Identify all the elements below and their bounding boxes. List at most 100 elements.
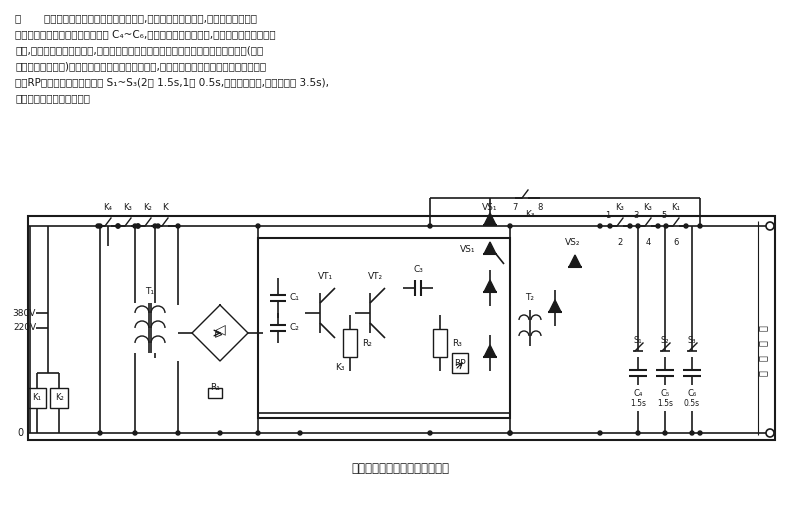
Circle shape: [636, 431, 640, 435]
Text: 0.5s: 0.5s: [684, 399, 700, 408]
Text: 8: 8: [537, 203, 543, 212]
Circle shape: [664, 224, 668, 228]
Text: K₁: K₁: [672, 203, 681, 212]
Circle shape: [176, 431, 180, 435]
Text: VS₁: VS₁: [482, 203, 498, 212]
Text: T₂: T₂: [526, 293, 535, 302]
Circle shape: [96, 224, 100, 228]
Text: 5: 5: [662, 211, 666, 220]
Text: K₄: K₄: [104, 203, 113, 212]
Circle shape: [663, 431, 667, 435]
Text: VT₁: VT₁: [318, 272, 333, 281]
Text: C₅: C₅: [661, 389, 670, 398]
Text: K₁: K₁: [33, 393, 41, 402]
Text: C₃: C₃: [413, 265, 423, 274]
Text: 2: 2: [618, 238, 622, 247]
Text: 失: 失: [758, 325, 768, 331]
Circle shape: [766, 222, 774, 230]
Polygon shape: [484, 213, 496, 225]
Bar: [452, 353, 468, 373]
Text: RP: RP: [454, 359, 466, 367]
Circle shape: [766, 429, 774, 437]
Text: K₃: K₃: [615, 203, 624, 212]
Circle shape: [176, 224, 180, 228]
Polygon shape: [549, 300, 561, 312]
Text: 在直流低电压保持回路中并入电容 C₄~C₆,并充电待命。一旦失压,电容立即向断路器线圈: 在直流低电压保持回路中并入电容 C₄~C₆,并充电待命。一旦失压,电容立即向断路…: [15, 29, 275, 39]
Bar: [258, 238, 510, 418]
Circle shape: [608, 224, 612, 228]
Text: 线: 线: [758, 355, 768, 361]
Text: 流吸持电压的高低)、电容量大小都能影响放电时间,为此电路中设有使直流低电压可调的电: 流吸持电压的高低)、电容量大小都能影响放电时间,为此电路中设有使直流低电压可调的…: [15, 61, 266, 71]
Circle shape: [133, 431, 137, 435]
Text: 1.5s: 1.5s: [657, 399, 673, 408]
Text: 0: 0: [17, 428, 23, 438]
Text: K₃: K₃: [525, 210, 535, 219]
Text: ◁: ◁: [215, 322, 225, 336]
Circle shape: [428, 431, 432, 435]
Text: C₆: C₆: [687, 389, 697, 398]
Text: 放电,使线圈仍保持吸持状态,直到电容中电压低于释放电压为止。电容上的电压高低(即直: 放电,使线圈仍保持吸持状态,直到电容中电压低于释放电压为止。电容上的电压高低(即…: [15, 45, 263, 55]
Circle shape: [153, 224, 157, 228]
Circle shape: [116, 224, 120, 228]
Circle shape: [698, 431, 702, 435]
Circle shape: [636, 224, 640, 228]
Circle shape: [256, 224, 260, 228]
Text: 6: 6: [674, 238, 678, 247]
Text: K₃: K₃: [644, 203, 653, 212]
Text: R₃: R₃: [452, 338, 462, 347]
Bar: [343, 329, 357, 357]
Circle shape: [508, 431, 512, 435]
Text: 7: 7: [512, 203, 518, 212]
Bar: [50, 388, 68, 408]
Text: 图       所示的低压断路器瞬间失压延时电路,采用交流高电压启动,直流低电压保持。: 图 所示的低压断路器瞬间失压延时电路,采用交流高电压启动,直流低电压保持。: [15, 13, 257, 23]
Circle shape: [628, 224, 632, 228]
Text: K₃: K₃: [124, 203, 132, 212]
Circle shape: [136, 224, 140, 228]
Text: 3: 3: [634, 211, 638, 220]
Circle shape: [656, 224, 660, 228]
Text: 以满足对延时时间的要求。: 以满足对延时时间的要求。: [15, 93, 90, 103]
Text: VS₂: VS₂: [565, 238, 581, 247]
Circle shape: [428, 224, 432, 228]
Text: K₂: K₂: [54, 393, 63, 402]
Text: 圈: 圈: [758, 370, 768, 376]
Polygon shape: [484, 242, 496, 254]
Bar: [433, 329, 447, 357]
Circle shape: [298, 431, 302, 435]
Polygon shape: [484, 280, 496, 292]
Polygon shape: [484, 345, 496, 357]
Circle shape: [98, 431, 102, 435]
Text: K: K: [162, 203, 168, 212]
Circle shape: [598, 224, 602, 228]
Bar: [28, 388, 46, 408]
Text: 1.5s: 1.5s: [630, 399, 646, 408]
Text: 380V: 380V: [13, 308, 36, 317]
Circle shape: [598, 431, 602, 435]
Circle shape: [116, 224, 120, 228]
Circle shape: [508, 224, 512, 228]
Text: S₁: S₁: [634, 336, 642, 345]
Circle shape: [508, 431, 512, 435]
Bar: [28, 216, 775, 440]
Text: VT₂: VT₂: [367, 272, 382, 281]
Bar: [208, 388, 222, 398]
Circle shape: [256, 431, 260, 435]
Text: K₂: K₂: [144, 203, 152, 212]
Circle shape: [690, 431, 694, 435]
Text: R₁: R₁: [210, 383, 220, 392]
Circle shape: [98, 224, 102, 228]
Text: S₂: S₂: [661, 336, 670, 345]
Circle shape: [698, 224, 702, 228]
Text: S₃: S₃: [688, 336, 696, 345]
Text: 压: 压: [758, 340, 768, 346]
Text: ⊳: ⊳: [213, 330, 223, 340]
Circle shape: [136, 224, 140, 228]
Text: K₃: K₃: [335, 363, 345, 372]
Polygon shape: [569, 255, 581, 267]
Circle shape: [156, 224, 160, 228]
Circle shape: [133, 224, 137, 228]
Text: C₁: C₁: [290, 294, 300, 303]
Text: 又一种低压断路器失压延时电路: 又一种低压断路器失压延时电路: [351, 461, 449, 475]
Text: R₂: R₂: [362, 338, 372, 347]
Text: 位器RP和并入切出电容的开关 S₁~S₃(2只 1.5s,1只 0.5s,当全部合上时,总延时可达 3.5s),: 位器RP和并入切出电容的开关 S₁~S₃(2只 1.5s,1只 0.5s,当全部…: [15, 77, 329, 87]
